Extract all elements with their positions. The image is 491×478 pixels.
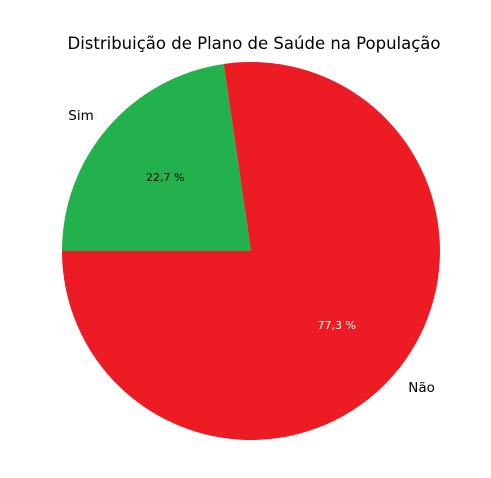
pie-slice-nao bbox=[62, 62, 440, 440]
pie-slices bbox=[62, 62, 440, 440]
pie-labels: 22,7 % Sim 77,3 % Não bbox=[68, 108, 435, 396]
pie-slice-sim bbox=[62, 63, 251, 252]
pie-category-label: Sim bbox=[68, 108, 93, 124]
pie-value-label: 22,7 % bbox=[146, 171, 184, 184]
pie-value-label: 77,3 % bbox=[318, 319, 356, 332]
chart-title: Distribuição de Plano de Saúde na Popula… bbox=[67, 34, 440, 53]
pie-category-label: Não bbox=[408, 380, 435, 396]
